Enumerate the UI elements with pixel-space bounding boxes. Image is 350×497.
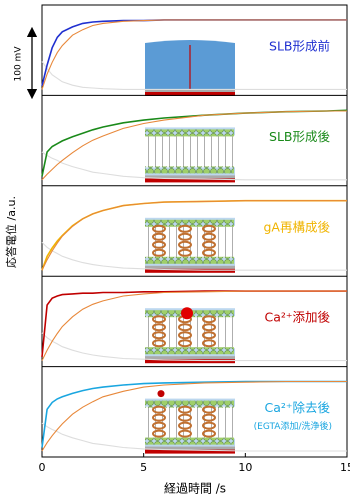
- gramicidin: [178, 339, 192, 348]
- gramicidin: [202, 413, 216, 422]
- panel-label: SLB形成後: [269, 129, 330, 144]
- scale-bar-label: 100 mV: [14, 46, 24, 82]
- illustration: [145, 307, 235, 364]
- gramicidin: [178, 323, 192, 332]
- x-tick-label: 5: [140, 461, 147, 474]
- electrode: [145, 268, 235, 273]
- trace: [41, 200, 347, 271]
- gramicidin: [178, 429, 192, 438]
- gramicidin: [152, 339, 166, 348]
- panel-label: Ca²⁺除去後: [265, 400, 331, 415]
- trace: [41, 380, 347, 452]
- substrate: [145, 175, 235, 179]
- gramicidin: [178, 248, 192, 257]
- gramicidin: [202, 421, 216, 430]
- tails: [145, 135, 235, 168]
- electrode: [145, 359, 235, 364]
- gramicidin: [152, 232, 166, 241]
- gramicidin: [152, 429, 166, 438]
- substrate: [145, 446, 235, 450]
- trace: [41, 61, 347, 90]
- gramicidin: [202, 405, 216, 414]
- gramicidin: [152, 405, 166, 414]
- gramicidin: [152, 240, 166, 249]
- trace: [41, 19, 347, 90]
- panel-label: SLB形成前: [269, 39, 330, 54]
- gramicidin: [202, 224, 216, 233]
- calcium: [157, 390, 165, 398]
- lower-heads: [145, 256, 234, 264]
- gramicidin: [178, 224, 192, 233]
- gramicidin: [202, 232, 216, 241]
- trace: [41, 290, 347, 361]
- panel-note: (EGTA添加/洗浄後): [254, 420, 332, 432]
- gramicidin: [178, 405, 192, 414]
- trace: [41, 151, 347, 181]
- trace: [41, 242, 347, 271]
- gramicidin: [152, 224, 166, 233]
- electrode: [145, 178, 235, 183]
- plot-frame: [41, 4, 348, 458]
- gramicidin: [202, 429, 216, 438]
- calcium: [181, 307, 193, 320]
- lower-heads: [145, 166, 234, 174]
- gramicidin: [202, 248, 216, 257]
- gramicidin: [152, 248, 166, 257]
- illustration: [145, 127, 235, 183]
- electrode: [145, 449, 235, 454]
- gramicidin: [152, 421, 166, 430]
- gramicidin: [152, 323, 166, 332]
- gramicidin: [202, 331, 216, 340]
- panel-label: gA再構成後: [264, 219, 331, 234]
- x-tick-label: 15: [340, 461, 350, 474]
- lower-heads: [145, 437, 234, 445]
- gramicidin: [178, 421, 192, 430]
- y-axis-label: 応答電位 /a.u.: [4, 196, 18, 268]
- gramicidin: [152, 413, 166, 422]
- gramicidin: [202, 240, 216, 249]
- gramicidin: [178, 331, 192, 340]
- substrate: [145, 356, 235, 360]
- gramicidin: [178, 240, 192, 249]
- illustration: [145, 217, 235, 273]
- gramicidin: [152, 315, 166, 324]
- gramicidin: [178, 232, 192, 241]
- gramicidin: [202, 339, 216, 348]
- panel-label: Ca²⁺添加後: [265, 310, 331, 325]
- gramicidin: [178, 413, 192, 422]
- gramicidin: [202, 315, 216, 324]
- lower-heads: [145, 347, 234, 355]
- upper-heads: [145, 219, 234, 227]
- trace: [41, 110, 347, 181]
- trace: [41, 332, 347, 362]
- x-axis-label: 経過時間 /s: [164, 482, 226, 496]
- illustration: [145, 390, 235, 454]
- substrate: [145, 265, 235, 269]
- electrode: [145, 92, 235, 96]
- substrate: [145, 89, 235, 92]
- x-tick-label: 0: [39, 461, 46, 474]
- upper-heads: [145, 400, 234, 408]
- x-tick-label: 10: [238, 461, 252, 474]
- gramicidin: [202, 323, 216, 332]
- illustration: [145, 40, 235, 96]
- upper-heads: [145, 129, 234, 137]
- gramicidin: [152, 331, 166, 340]
